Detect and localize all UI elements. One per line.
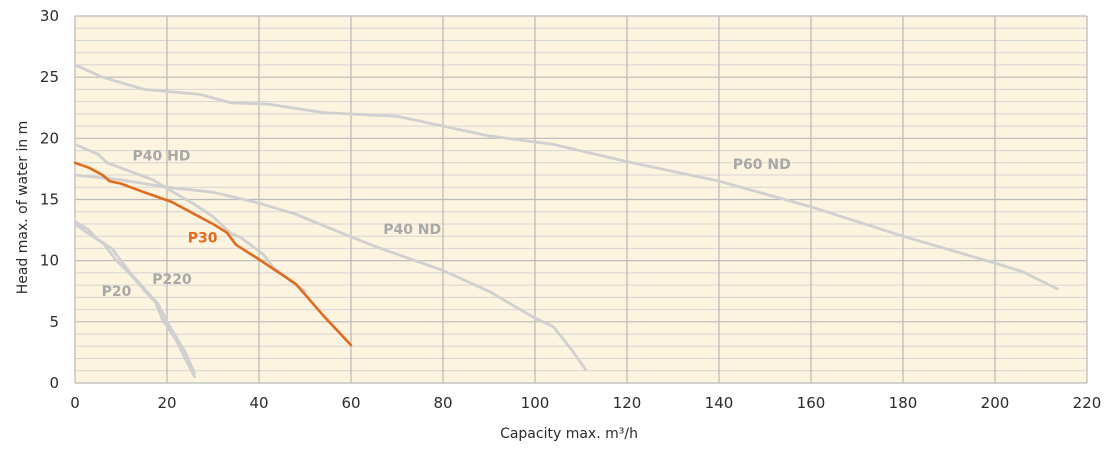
x-tick-label: 60 xyxy=(341,394,360,412)
x-tick-label: 120 xyxy=(613,394,642,412)
x-tick-label: 80 xyxy=(433,394,452,412)
y-axis-title: Head max. of water in m xyxy=(15,121,31,295)
x-tick-label: 100 xyxy=(521,394,550,412)
x-tick-labels: 0 20 40 60 80 100 120 140 160 180 200 220 xyxy=(70,394,1101,412)
y-tick-label: 30 xyxy=(40,7,59,25)
y-tick-label: 0 xyxy=(49,374,59,392)
series-line-p30 xyxy=(73,161,353,347)
series-label-p40-nd: P40 ND xyxy=(383,222,441,238)
y-tick-label: 20 xyxy=(40,129,59,147)
series-lines xyxy=(73,63,1059,379)
x-tick-label: 140 xyxy=(705,394,734,412)
y-tick-label: 10 xyxy=(40,252,59,270)
series-line-p40-hd xyxy=(73,143,307,293)
y-tick-label: 5 xyxy=(49,313,59,331)
y-tick-label: 15 xyxy=(40,191,59,209)
series-line-p60-nd xyxy=(73,63,1059,291)
series-label-p30: P30 xyxy=(188,230,218,246)
series-label-p220: P220 xyxy=(152,272,192,288)
series-label-p20: P20 xyxy=(102,284,132,300)
x-axis-title: Capacity max. m³/h xyxy=(500,426,638,442)
series-label-p60-nd: P60 ND xyxy=(733,157,791,173)
series-line-p20 xyxy=(73,222,196,379)
x-tick-label: 20 xyxy=(157,394,176,412)
series-labels: P60 ND P40 ND P40 HD P30 P220 P20 xyxy=(102,148,791,300)
x-tick-label: 200 xyxy=(981,394,1010,412)
x-tick-label: 220 xyxy=(1073,394,1102,412)
series-label-p40-hd: P40 HD xyxy=(133,148,191,164)
series-line-p40-nd xyxy=(73,173,587,371)
y-tick-labels: 0 5 10 15 20 25 30 xyxy=(40,7,59,392)
x-tick-label: 180 xyxy=(889,394,918,412)
x-tick-label: 0 xyxy=(70,394,80,412)
x-tick-label: 40 xyxy=(249,394,268,412)
x-tick-label: 160 xyxy=(797,394,826,412)
y-tick-label: 25 xyxy=(40,68,59,86)
